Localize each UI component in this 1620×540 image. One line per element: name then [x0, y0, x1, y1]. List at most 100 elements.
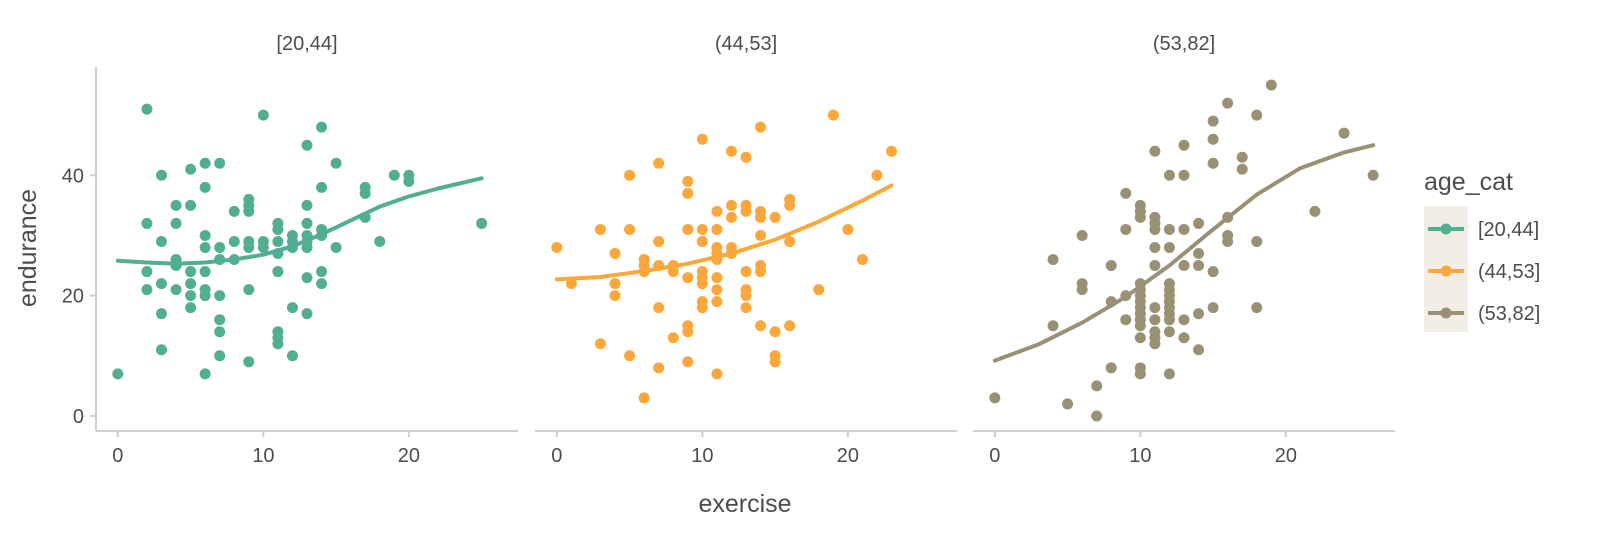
data-point [769, 356, 781, 368]
data-point [653, 235, 665, 247]
legend-item: (44,53] [1428, 261, 1540, 283]
data-point [827, 109, 839, 121]
data-point [696, 302, 708, 314]
data-point [1163, 368, 1175, 380]
data-point [243, 284, 255, 296]
data-point [155, 278, 167, 290]
data-point [667, 332, 679, 344]
smooth-trend-line [115, 176, 484, 266]
data-point [301, 139, 313, 151]
data-point [1163, 223, 1175, 235]
smooth-trend-line [554, 183, 894, 282]
data-point [330, 241, 342, 253]
data-point [1178, 314, 1190, 326]
data-point [272, 266, 284, 278]
data-point [740, 290, 752, 302]
data-point [609, 290, 621, 302]
facet-title: (53,82] [1153, 33, 1215, 55]
data-point [1149, 241, 1161, 253]
x-axis-title: exercise [698, 490, 791, 518]
data-point [856, 254, 868, 266]
data-point [653, 157, 665, 169]
facet-panel: (53,82] 0 10 20 [973, 33, 1395, 467]
x-tick-label: 0 [989, 445, 1000, 467]
y-axis-title: endurance [14, 189, 42, 307]
data-point [1120, 223, 1132, 235]
legend-label: (53,82] [1478, 303, 1540, 325]
data-point [565, 278, 577, 290]
facet-title: [20,44] [276, 33, 337, 55]
data-point [1236, 151, 1248, 163]
data-point [272, 223, 284, 235]
data-point [755, 266, 767, 278]
data-point [316, 266, 328, 278]
data-point [1149, 302, 1161, 314]
data-point [141, 103, 153, 115]
data-point [185, 302, 197, 314]
data-point [696, 133, 708, 145]
data-point [1062, 398, 1074, 410]
data-point [638, 392, 650, 404]
data-point [609, 278, 621, 290]
data-point [711, 223, 723, 235]
data-point [624, 350, 636, 362]
data-point [199, 181, 211, 193]
data-point [185, 266, 197, 278]
data-point [725, 145, 737, 157]
data-point [1149, 145, 1161, 157]
data-point [1134, 211, 1146, 223]
data-point [624, 223, 636, 235]
legend-key-point [1440, 223, 1452, 235]
data-point [871, 169, 883, 181]
data-point [228, 235, 240, 247]
x-tick-label: 10 [1129, 445, 1151, 467]
data-point [214, 314, 226, 326]
data-point [243, 241, 255, 253]
legend-items: [20,44] (44,53] (53,82] [1428, 219, 1540, 325]
data-point [1091, 410, 1103, 422]
data-point [1207, 302, 1219, 314]
data-point [1047, 320, 1059, 332]
data-point [214, 241, 226, 253]
data-point [301, 217, 313, 229]
data-point [1091, 380, 1103, 392]
data-point [1163, 169, 1175, 181]
data-point [199, 229, 211, 241]
data-point [725, 211, 737, 223]
data-point [1251, 109, 1263, 121]
data-point [185, 199, 197, 211]
data-point [1193, 344, 1205, 356]
data-point [214, 290, 226, 302]
facet-panel: (44,53] 0 10 20 [535, 33, 957, 467]
data-point [403, 175, 415, 187]
data-point [1207, 157, 1219, 169]
data-point [301, 308, 313, 320]
data-point [711, 272, 723, 284]
data-point [740, 151, 752, 163]
data-point [784, 320, 796, 332]
data-point [624, 169, 636, 181]
legend-key-point [1440, 307, 1452, 319]
data-point [1193, 308, 1205, 320]
data-point [594, 223, 606, 235]
data-point [740, 205, 752, 217]
data-point [476, 217, 488, 229]
data-point [989, 392, 1001, 404]
data-point [1134, 368, 1146, 380]
data-point [1120, 314, 1132, 326]
x-tick-label: 10 [252, 445, 274, 467]
data-point [594, 338, 606, 350]
data-point [551, 241, 563, 253]
data-point [301, 199, 313, 211]
data-point [725, 199, 737, 211]
data-point [1178, 223, 1190, 235]
data-point [1207, 266, 1219, 278]
data-point [769, 326, 781, 338]
x-tick-label: 0 [112, 445, 123, 467]
x-tick-label: 0 [551, 445, 562, 467]
data-point [185, 290, 197, 302]
data-point [784, 199, 796, 211]
data-point [374, 235, 386, 247]
data-point [1251, 302, 1263, 314]
data-point [711, 368, 723, 380]
